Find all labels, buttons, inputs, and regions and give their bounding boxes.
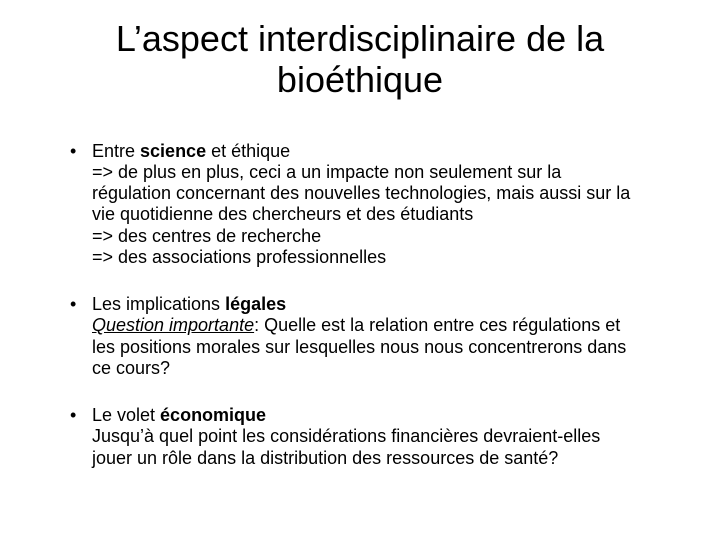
slide-title: L’aspect interdisciplinaire de la bioéth… [40, 18, 680, 101]
bullet1-line4: vie quotidienne des chercheurs et des ét… [92, 204, 473, 224]
bullet1-line2: => de plus en plus, ceci a un impacte no… [92, 162, 561, 182]
bullet1-line3: régulation concernant des nouvelles tech… [92, 183, 630, 203]
bullet2-question-label: Question importante [92, 315, 254, 335]
bullet-item-2: Les implications légales Question import… [70, 294, 670, 379]
title-line-2: bioéthique [277, 59, 443, 100]
title-line-1: L’aspect interdisciplinaire de la [116, 18, 604, 59]
bullet2-question-sep: : [254, 315, 264, 335]
bullet2-question-text3: ce cours? [92, 358, 170, 378]
bullet-list: Entre science et éthique => de plus en p… [40, 141, 680, 469]
slide: L’aspect interdisciplinaire de la bioéth… [0, 0, 720, 540]
bullet1-lead-bold: science [140, 141, 206, 161]
bullet2-question-text2: les positions morales sur lesquelles nou… [92, 337, 626, 357]
bullet2-lead-bold: légales [225, 294, 286, 314]
bullet3-line2: Jusqu’à quel point les considérations fi… [92, 426, 600, 446]
bullet-item-3: Le volet économique Jusqu’à quel point l… [70, 405, 670, 469]
bullet1-line6: => des associations professionnelles [92, 247, 386, 267]
bullet3-line3: jouer un rôle dans la distribution des r… [92, 448, 558, 468]
bullet1-lead-post: et éthique [206, 141, 290, 161]
bullet2-lead-pre: Les implications [92, 294, 225, 314]
bullet1-lead-pre: Entre [92, 141, 140, 161]
bullet3-lead-bold: économique [160, 405, 266, 425]
bullet1-line5: => des centres de recherche [92, 226, 321, 246]
bullet-item-1: Entre science et éthique => de plus en p… [70, 141, 670, 268]
bullet3-lead-pre: Le volet [92, 405, 160, 425]
bullet2-question-text1: Quelle est la relation entre ces régulat… [264, 315, 620, 335]
